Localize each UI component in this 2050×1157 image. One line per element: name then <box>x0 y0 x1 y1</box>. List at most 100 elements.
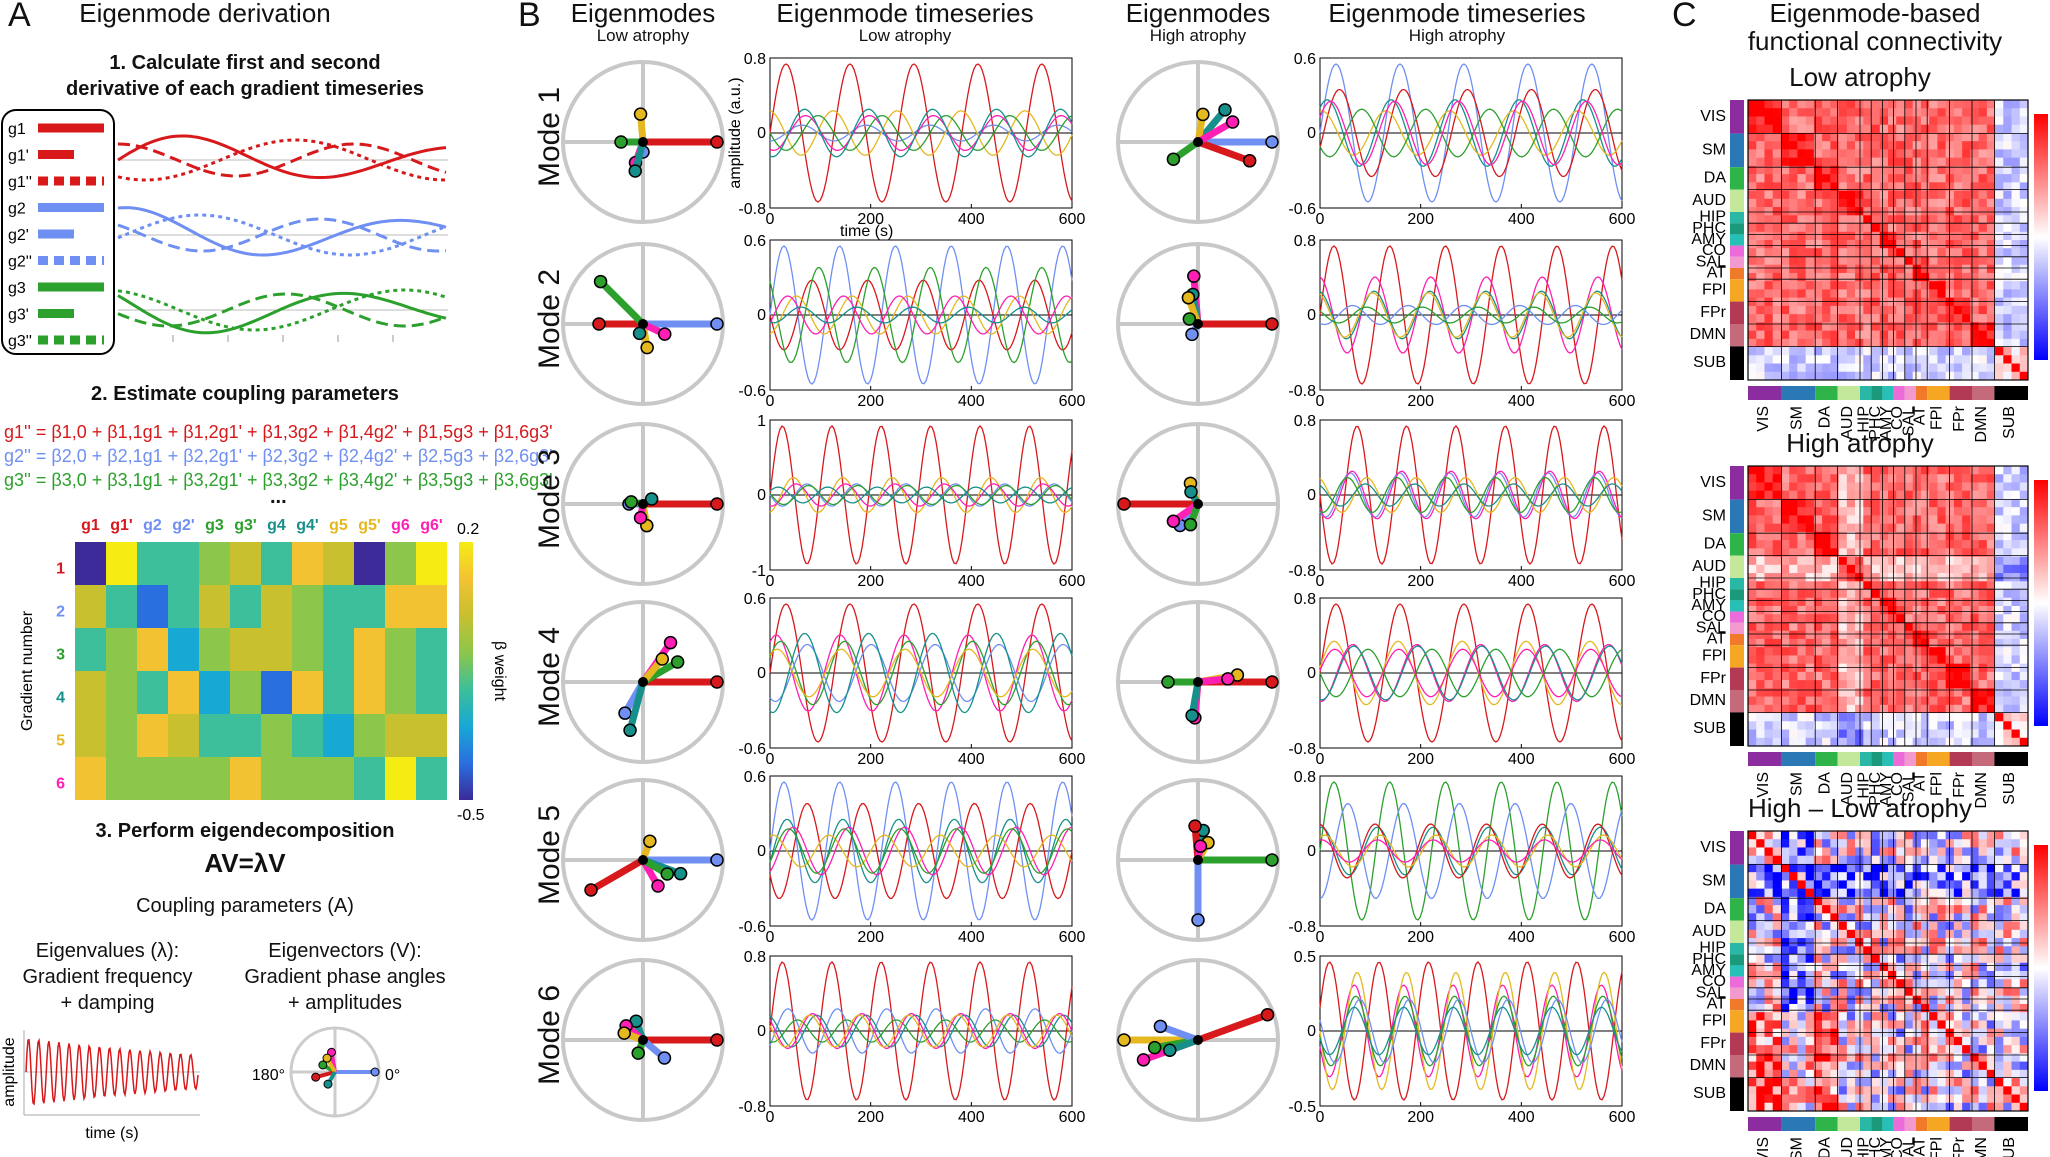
fc-cell <box>1748 338 1757 348</box>
fc-cell <box>1863 240 1872 249</box>
fc-cell <box>2011 962 2021 972</box>
fc-cell <box>1888 515 1897 524</box>
fc-cell <box>1764 355 1774 364</box>
fc-cell <box>1953 564 1963 574</box>
fc-cell <box>2019 1069 2029 1079</box>
fc-cell <box>1813 896 1823 906</box>
vector-tip <box>311 1072 321 1082</box>
fc-cell <box>1929 531 1938 541</box>
fc-cell <box>1838 655 1848 664</box>
fc-cell <box>1756 872 1765 881</box>
fc-cell <box>1756 737 1765 747</box>
fc-cell <box>1929 515 1938 524</box>
fc-cell <box>1838 507 1848 516</box>
fc-cell <box>2003 548 2012 557</box>
fc-cell <box>1805 929 1815 939</box>
fc-cell <box>1937 831 1946 840</box>
fc-cell <box>1879 704 1889 714</box>
fc-cell <box>1978 490 1988 500</box>
fc-cell <box>1855 1012 1864 1021</box>
fc-cell <box>2003 597 2012 607</box>
fc-cell <box>1805 338 1815 348</box>
fc-cell <box>1764 1086 1774 1095</box>
fc-cell <box>1822 1020 1831 1029</box>
network-color-row <box>1730 1055 1744 1078</box>
fc-cell <box>1780 863 1790 873</box>
fc-cell <box>1962 174 1971 183</box>
network-color-row <box>1730 600 1744 612</box>
fc-cell <box>1953 696 1963 706</box>
fc-cell <box>1871 198 1881 208</box>
fc-cell <box>1764 1012 1774 1021</box>
fc-cell <box>2003 498 2012 508</box>
heatmap-cell <box>323 714 354 757</box>
fc-cell <box>1888 737 1897 747</box>
fc-cell <box>1962 507 1971 516</box>
fc-cell <box>1953 896 1963 906</box>
fc-cell <box>1970 638 1979 648</box>
fc-cell <box>1912 847 1922 857</box>
fc-cell <box>1863 971 1872 980</box>
fc-cell <box>1797 215 1806 224</box>
fc-cell <box>1879 872 1889 881</box>
fc-cell <box>1970 1012 1979 1021</box>
fc-cell <box>1846 466 1856 475</box>
fc-cell <box>1978 863 1988 873</box>
fc-cell <box>1920 855 1930 865</box>
fc-cell <box>1912 1094 1922 1104</box>
fc-cell <box>1846 141 1856 150</box>
fc-cell <box>1879 839 1889 848</box>
eigenmode-phase-circle <box>1116 958 1280 1122</box>
timeseries-line <box>1319 476 1623 514</box>
fc-cell <box>1838 314 1848 323</box>
fc-cell <box>1748 855 1757 865</box>
fc-cell <box>1855 264 1864 274</box>
fc-cell <box>1888 1003 1897 1013</box>
xtick-label: 200 <box>1407 393 1434 410</box>
fc-cell <box>1797 1094 1806 1104</box>
fc-cell <box>1912 223 1922 233</box>
fc-cell <box>1896 671 1905 681</box>
fc-cell <box>1863 954 1872 964</box>
fc-cell <box>1748 847 1757 857</box>
fc-cell <box>1838 540 1848 549</box>
fc-cell <box>1797 182 1806 191</box>
fc-cell <box>1912 606 1922 615</box>
fc-cell <box>1756 132 1765 142</box>
fc-cell <box>1830 174 1839 183</box>
fc-cell <box>1772 888 1782 898</box>
fc-cell <box>2019 921 2029 931</box>
fc-cell <box>1772 498 1782 508</box>
fc-cell <box>1912 108 1922 117</box>
fc-cell <box>1962 272 1971 282</box>
fc-cell <box>1962 248 1971 257</box>
fc-cell <box>1846 839 1856 848</box>
fc-cell <box>1896 863 1905 873</box>
fc-cell <box>1830 314 1839 323</box>
fc-cell <box>1764 338 1774 348</box>
network-xlabel: PHC <box>1867 772 1884 806</box>
fc-cell <box>1748 305 1757 315</box>
fc-cell <box>1970 490 1979 500</box>
fc-cell <box>1879 589 1889 599</box>
fc-cell <box>1822 954 1831 964</box>
fc-cell <box>2011 182 2021 191</box>
fc-cell <box>1920 1078 1930 1087</box>
fc-cell <box>1756 655 1765 664</box>
fc-cell <box>1863 474 1872 483</box>
fc-cell <box>1978 655 1988 664</box>
fc-cell <box>1822 215 1831 224</box>
fc-cell <box>1756 215 1765 224</box>
fc-cell <box>1879 223 1889 233</box>
network-color-row <box>1730 346 1744 380</box>
timeseries-line <box>769 425 1073 565</box>
fc-cell <box>1863 647 1872 656</box>
fc-cell <box>1937 614 1946 623</box>
fc-cell <box>1748 713 1757 722</box>
fc-cell <box>1830 688 1839 697</box>
fc-cell <box>1756 1020 1765 1029</box>
fc-cell <box>1830 564 1839 574</box>
fc-cell <box>1863 531 1872 541</box>
fc-cell <box>1937 240 1946 249</box>
fc-cell <box>1863 713 1872 722</box>
